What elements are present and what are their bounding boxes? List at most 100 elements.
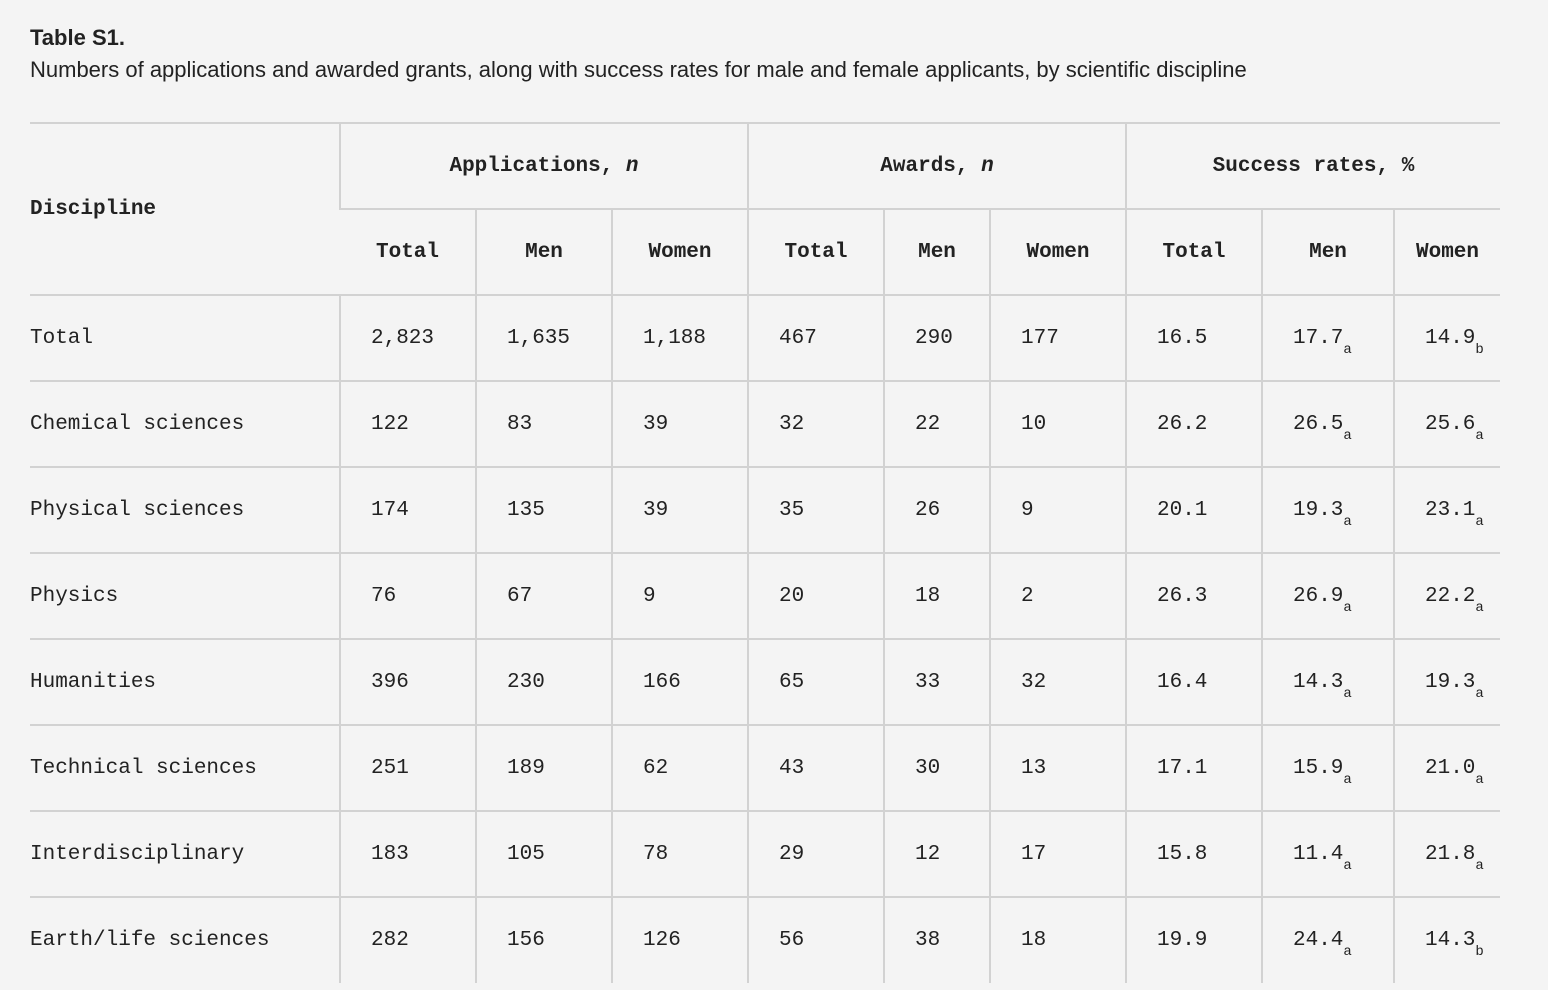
significance-subscript: a (1475, 857, 1484, 874)
subcolumn-header: Men (883, 208, 990, 295)
cell-value: 290 (915, 326, 953, 350)
value-cell: 9 (611, 552, 748, 639)
value-cell: 16.4 (1125, 638, 1262, 725)
cell-value: 24.4 (1293, 929, 1344, 952)
value-cell: 24.4a (1261, 896, 1394, 983)
value-cell: 156 (475, 896, 612, 983)
value-cell: 105 (475, 810, 612, 897)
significance-subscript: a (1343, 513, 1352, 530)
value-cell: 39 (611, 466, 748, 553)
value-cell: 14.3b (1393, 896, 1500, 983)
value-cell: 62 (611, 724, 748, 811)
value-cell: 467 (747, 294, 884, 381)
table-row: Humanities 396 230 166 65 33 32 16.4 14.3a 19.3a (30, 638, 1500, 725)
cell-value: 26.2 (1157, 412, 1208, 436)
value-cell: 177 (989, 294, 1126, 381)
data-table: Discipline Applications, n Awards, n Suc… (30, 122, 1500, 983)
cell-value: 166 (643, 670, 681, 694)
cell-value: 174 (371, 498, 409, 522)
value-cell: 25.6a (1393, 380, 1500, 467)
cell-value: 230 (507, 670, 545, 694)
cell-value: 16.4 (1157, 670, 1208, 694)
value-cell: 19.9 (1125, 896, 1262, 983)
value-cell: 32 (989, 638, 1126, 725)
cell-value: 83 (507, 412, 533, 436)
significance-subscript: a (1343, 685, 1352, 702)
discipline-cell: Chemical sciences (30, 380, 340, 467)
discipline-cell: Interdisciplinary (30, 810, 340, 897)
cell-value: 26.3 (1157, 584, 1208, 608)
cell-value: 33 (915, 670, 941, 694)
subcolumn-header: Men (475, 208, 612, 295)
cell-value: 15.9 (1293, 756, 1344, 780)
value-cell: 26.3 (1125, 552, 1262, 639)
value-cell: 29 (747, 810, 884, 897)
value-cell: 38 (883, 896, 990, 983)
value-cell: 183 (339, 810, 476, 897)
cell-value: 21.0 (1425, 756, 1476, 780)
value-cell: 43 (747, 724, 884, 811)
significance-subscript: a (1475, 685, 1484, 702)
table-row: Physical sciences 174 135 39 35 26 9 20.1 19.3a 2… (30, 466, 1500, 553)
value-cell: 17.1 (1125, 724, 1262, 811)
significance-subscript: a (1475, 599, 1484, 616)
value-cell: 166 (611, 638, 748, 725)
value-cell: 189 (475, 724, 612, 811)
cell-value: 18 (1021, 929, 1047, 952)
cell-value: 177 (1021, 326, 1059, 350)
cell-value: 17.7 (1293, 326, 1344, 350)
cell-value: 65 (779, 670, 805, 694)
value-cell: 19.3a (1393, 638, 1500, 725)
cell-value: 17.1 (1157, 756, 1208, 780)
subcolumn-header: Women (989, 208, 1126, 295)
discipline-cell: Physics (30, 552, 340, 639)
cell-value: 29 (779, 842, 805, 866)
value-cell: 30 (883, 724, 990, 811)
cell-value: 15.8 (1157, 842, 1208, 866)
value-cell: 21.0a (1393, 724, 1500, 811)
subcolumn-header: Men (1261, 208, 1394, 295)
value-cell: 76 (339, 552, 476, 639)
cell-value: 156 (507, 929, 545, 952)
cell-value: 11.4 (1293, 842, 1344, 866)
success-rates-group-header: Success rates, % (1125, 122, 1500, 209)
discipline-cell: Technical sciences (30, 724, 340, 811)
value-cell: 135 (475, 466, 612, 553)
value-cell: 78 (611, 810, 748, 897)
value-cell: 282 (339, 896, 476, 983)
value-cell: 21.8a (1393, 810, 1500, 897)
cell-value: 183 (371, 842, 409, 866)
significance-subscript: a (1343, 771, 1352, 788)
significance-subscript: a (1343, 599, 1352, 616)
value-cell: 14.9b (1393, 294, 1500, 381)
value-cell: 290 (883, 294, 990, 381)
value-cell: 19.3a (1261, 466, 1394, 553)
value-cell: 174 (339, 466, 476, 553)
cell-value: 35 (779, 498, 805, 522)
cell-value: 22.2 (1425, 584, 1476, 608)
cell-value: 26.5 (1293, 412, 1344, 436)
value-cell: 20 (747, 552, 884, 639)
value-cell: 17 (989, 810, 1126, 897)
cell-value: 14.9 (1425, 326, 1476, 350)
value-cell: 2 (989, 552, 1126, 639)
value-cell: 9 (989, 466, 1126, 553)
cell-value: 467 (779, 326, 817, 350)
cell-value: 2,823 (371, 326, 435, 350)
value-cell: 39 (611, 380, 748, 467)
discipline-cell: Physical sciences (30, 466, 340, 553)
value-cell: 2,823 (339, 294, 476, 381)
value-cell: 26 (883, 466, 990, 553)
cell-value: 9 (1021, 498, 1034, 522)
value-cell: 22 (883, 380, 990, 467)
cell-value: 13 (1021, 756, 1047, 780)
cell-value: 282 (371, 929, 409, 952)
discipline-cell: Humanities (30, 638, 340, 725)
value-cell: 16.5 (1125, 294, 1262, 381)
value-cell: 32 (747, 380, 884, 467)
subcolumn-header: Women (611, 208, 748, 295)
header-group-row: Discipline Applications, n Awards, n Suc… (30, 122, 1500, 295)
cell-value: 56 (779, 929, 805, 952)
subcolumn-header: Total (1125, 208, 1262, 295)
significance-subscript: a (1475, 513, 1484, 530)
